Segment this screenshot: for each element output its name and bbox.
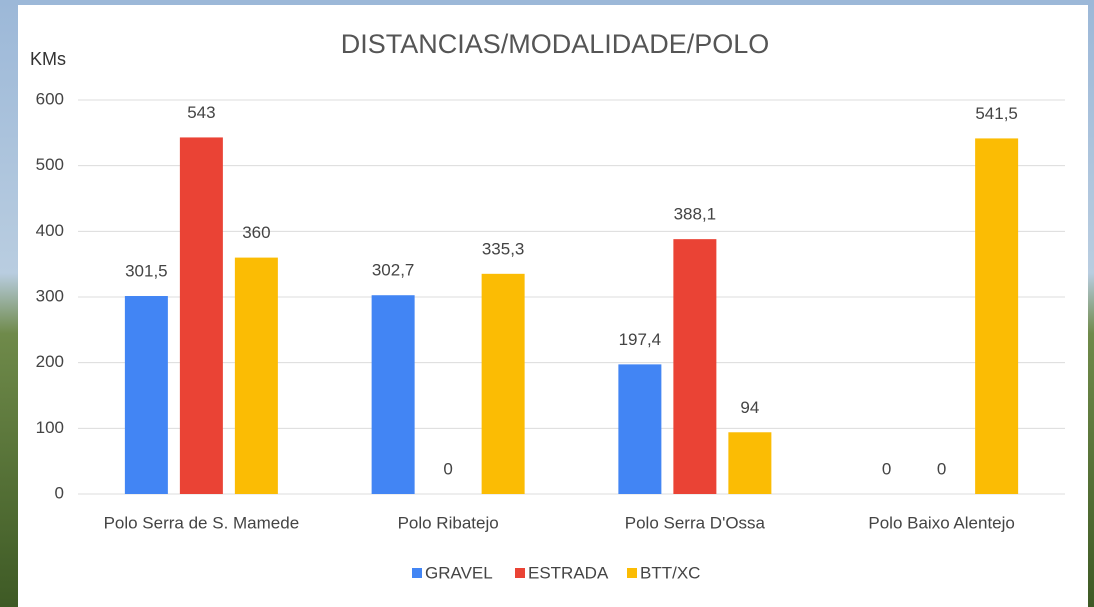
value-label: 388,1: [674, 205, 717, 224]
legend-label: BTT/XC: [640, 563, 700, 582]
legend-label: ESTRADA: [528, 563, 609, 582]
x-tick-label: Polo Serra D'Ossa: [625, 513, 766, 532]
y-tick-label: 300: [36, 286, 64, 305]
legend-swatch: [515, 568, 525, 578]
value-label: 0: [882, 459, 891, 478]
y-tick-label: 200: [36, 352, 64, 371]
bar: [673, 239, 716, 494]
x-tick-label: Polo Baixo Alentejo: [868, 513, 1015, 532]
chart: DISTANCIAS/MODALIDADE/POLO KMs 0 100 200 30…: [0, 0, 1094, 607]
y-tick-label: 600: [36, 89, 64, 108]
x-tick-label: Polo Ribatejo: [398, 513, 499, 532]
bar: [372, 295, 415, 494]
value-label: 360: [242, 223, 270, 242]
value-label: 0: [443, 459, 452, 478]
bar: [235, 258, 278, 494]
bar: [180, 137, 223, 494]
legend-swatch: [627, 568, 637, 578]
chart-title: DISTANCIAS/MODALIDADE/POLO: [341, 29, 770, 59]
bar: [618, 364, 661, 494]
y-tick-label: 100: [36, 418, 64, 437]
y-tick-label: 500: [36, 155, 64, 174]
value-label: 543: [187, 103, 215, 122]
bar: [728, 432, 771, 494]
y-axis-label: KMs: [30, 49, 66, 69]
value-label: 197,4: [619, 330, 662, 349]
value-label: 302,7: [372, 261, 415, 280]
value-label: 0: [937, 459, 946, 478]
legend-label: GRAVEL: [425, 563, 493, 582]
x-tick-label: Polo Serra de S. Mamede: [104, 513, 300, 532]
y-tick-label: 0: [55, 483, 64, 502]
bar: [125, 296, 168, 494]
bar: [975, 138, 1018, 494]
value-label: 301,5: [125, 261, 168, 280]
value-label: 335,3: [482, 239, 525, 258]
legend-swatch: [412, 568, 422, 578]
bar: [482, 274, 525, 494]
y-tick-label: 400: [36, 221, 64, 240]
value-label: 541,5: [975, 104, 1018, 123]
value-label: 94: [740, 398, 759, 417]
